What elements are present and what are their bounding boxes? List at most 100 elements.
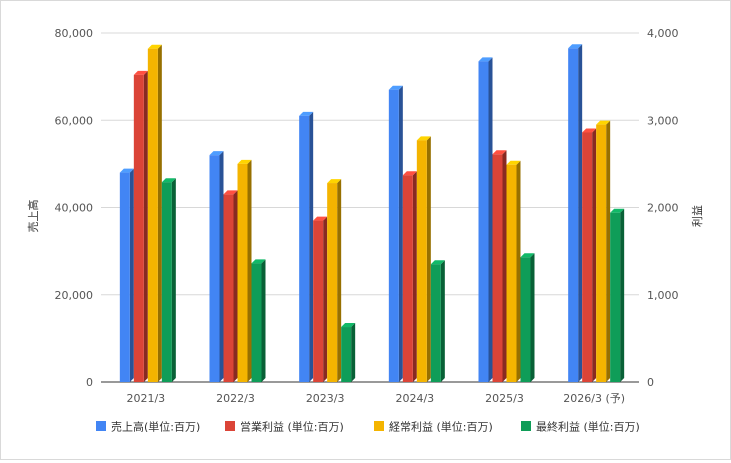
y-left-tick-label: 60,000	[55, 114, 94, 127]
bar-side	[247, 159, 252, 382]
bar-side	[309, 111, 314, 382]
legend-swatch	[225, 421, 235, 431]
bar-side	[337, 179, 342, 382]
bar-front	[133, 74, 144, 382]
legend-item: 経常利益 (単位:百万)	[374, 420, 493, 434]
bar-front	[492, 154, 503, 382]
bar	[341, 323, 356, 382]
bar-top	[209, 151, 224, 156]
bar	[416, 136, 431, 382]
legend-swatch	[521, 421, 531, 431]
bar	[430, 260, 445, 382]
bar	[388, 85, 403, 383]
bar-top	[430, 260, 445, 265]
bar-front	[237, 163, 248, 382]
bar-top	[313, 216, 328, 221]
bar-top	[596, 120, 611, 125]
bars-group	[119, 44, 625, 383]
legend-label: 最終利益 (単位:百万)	[536, 420, 640, 434]
legend-label: 経常利益 (単位:百万)	[389, 420, 493, 434]
bar-front	[327, 183, 338, 382]
y-left-tick-label: 80,000	[55, 27, 94, 40]
bar-front	[251, 263, 262, 382]
y-right-tick-label: 0	[647, 376, 654, 389]
bar-top	[119, 168, 134, 173]
y-axis-right-title: 利益	[690, 205, 704, 227]
bar-front	[582, 132, 593, 382]
bar-front	[520, 257, 531, 382]
y-axis-left-title: 売上高	[26, 200, 40, 233]
y-right-tick-label: 4,000	[647, 27, 679, 40]
bar-top	[223, 190, 238, 195]
bar-top	[327, 179, 342, 184]
bar-front	[610, 212, 621, 382]
bar-front	[402, 175, 413, 382]
x-tick-label: 2022/3	[216, 392, 255, 405]
bar-top	[147, 44, 162, 49]
legend-item: 売上高(単位:百万)	[96, 420, 200, 434]
bar-top	[610, 208, 625, 213]
legend-swatch	[374, 421, 384, 431]
bar-top	[341, 323, 356, 328]
bar-top	[251, 259, 266, 264]
y-left-tick-label: 0	[86, 376, 93, 389]
x-tick-label: 2026/3 (予)	[563, 392, 625, 405]
bar	[327, 179, 342, 382]
bar-front	[388, 89, 399, 383]
bar-front	[416, 140, 427, 382]
bar-side	[440, 260, 445, 382]
bar	[506, 160, 521, 382]
bar-front	[223, 194, 234, 382]
bar-top	[237, 159, 252, 164]
bar	[478, 57, 493, 382]
bar	[568, 44, 583, 383]
bar-top	[492, 150, 507, 155]
legend-item: 営業利益 (単位:百万)	[225, 420, 344, 434]
bar	[299, 111, 314, 382]
bar-front	[341, 327, 352, 382]
bar-side	[578, 44, 583, 383]
bar	[520, 253, 535, 382]
bar	[610, 208, 625, 382]
bar-top	[133, 70, 148, 75]
bar	[147, 44, 162, 382]
bar-front	[147, 48, 158, 382]
bar-front	[119, 172, 130, 382]
x-tick-label: 2024/3	[395, 392, 434, 405]
bar-front	[478, 61, 489, 382]
bar	[596, 120, 611, 383]
bar	[237, 159, 252, 382]
bar-front	[209, 155, 220, 382]
bar-side	[233, 190, 238, 382]
y-right-tick-label: 3,000	[647, 114, 679, 127]
bar-side	[171, 178, 176, 382]
bar-top	[402, 171, 417, 176]
bar-side	[516, 160, 521, 382]
bar-side	[351, 323, 356, 382]
bar-side	[398, 85, 403, 383]
bar-top	[520, 253, 535, 258]
bar-front	[161, 182, 172, 382]
bar-side	[502, 150, 507, 382]
bar	[313, 216, 328, 382]
legend: 売上高(単位:百万) 営業利益 (単位:百万) 経常利益 (単位:百万) 最終利益 (…	[96, 420, 640, 434]
bar-side	[592, 128, 597, 382]
y-left-tick-label: 20,000	[55, 289, 94, 302]
bar	[209, 151, 224, 382]
y-right-tick-label: 2,000	[647, 202, 679, 215]
bar-front	[430, 264, 441, 382]
y-left-tick-label: 40,000	[55, 202, 94, 215]
x-tick-label: 2021/3	[126, 392, 165, 405]
bar-front	[506, 164, 517, 382]
bar-top	[582, 128, 597, 133]
y-right-tick-label: 1,000	[647, 289, 679, 302]
bar-front	[596, 124, 607, 383]
bar-top	[299, 111, 314, 116]
bar-side	[143, 70, 148, 382]
bar-top	[568, 44, 583, 49]
bar	[402, 171, 417, 382]
bar-side	[606, 120, 611, 383]
bar	[119, 168, 134, 382]
bar	[161, 178, 176, 382]
